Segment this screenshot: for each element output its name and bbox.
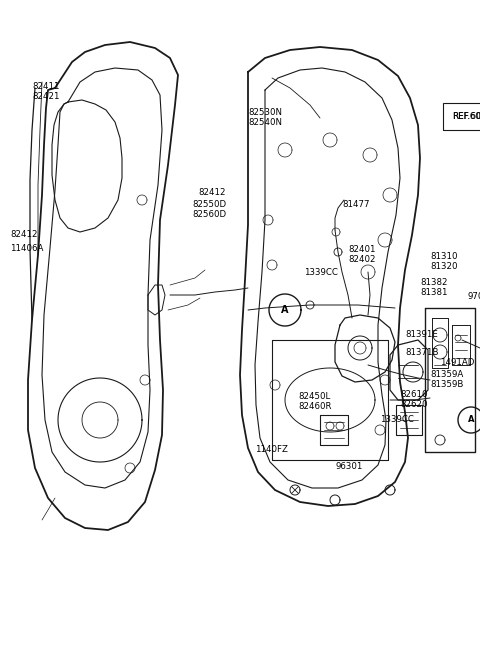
- Text: 82411
82421: 82411 82421: [32, 82, 60, 102]
- Text: 82412: 82412: [198, 188, 226, 197]
- Text: A: A: [468, 415, 474, 424]
- Text: 81371B: 81371B: [405, 348, 439, 357]
- Text: 82450L
82460R: 82450L 82460R: [298, 392, 332, 411]
- Text: 1339CC: 1339CC: [304, 268, 338, 277]
- Text: 1140FZ: 1140FZ: [255, 445, 288, 454]
- Text: REF.60-760: REF.60-760: [452, 112, 480, 121]
- Text: 81359A
81359B: 81359A 81359B: [430, 370, 463, 390]
- Text: 11406A: 11406A: [10, 244, 43, 253]
- Text: 1339CC: 1339CC: [380, 415, 414, 424]
- Text: 97078M: 97078M: [468, 292, 480, 301]
- Text: REF.60-760: REF.60-760: [452, 112, 480, 121]
- Text: 81477: 81477: [342, 200, 370, 209]
- Text: 81391E: 81391E: [405, 330, 438, 339]
- Text: A: A: [281, 305, 289, 315]
- Text: 82401
82402: 82401 82402: [348, 245, 375, 264]
- Text: 81382
81381: 81382 81381: [420, 278, 447, 297]
- Text: 82550D
82560D: 82550D 82560D: [192, 200, 226, 219]
- Text: 81310
81320: 81310 81320: [430, 252, 457, 272]
- Text: 96301: 96301: [335, 462, 362, 471]
- Text: 82412: 82412: [10, 230, 37, 239]
- Text: 1491AD: 1491AD: [440, 358, 474, 367]
- Text: 82610
82620: 82610 82620: [400, 390, 428, 409]
- Text: 82530N
82540N: 82530N 82540N: [248, 108, 282, 127]
